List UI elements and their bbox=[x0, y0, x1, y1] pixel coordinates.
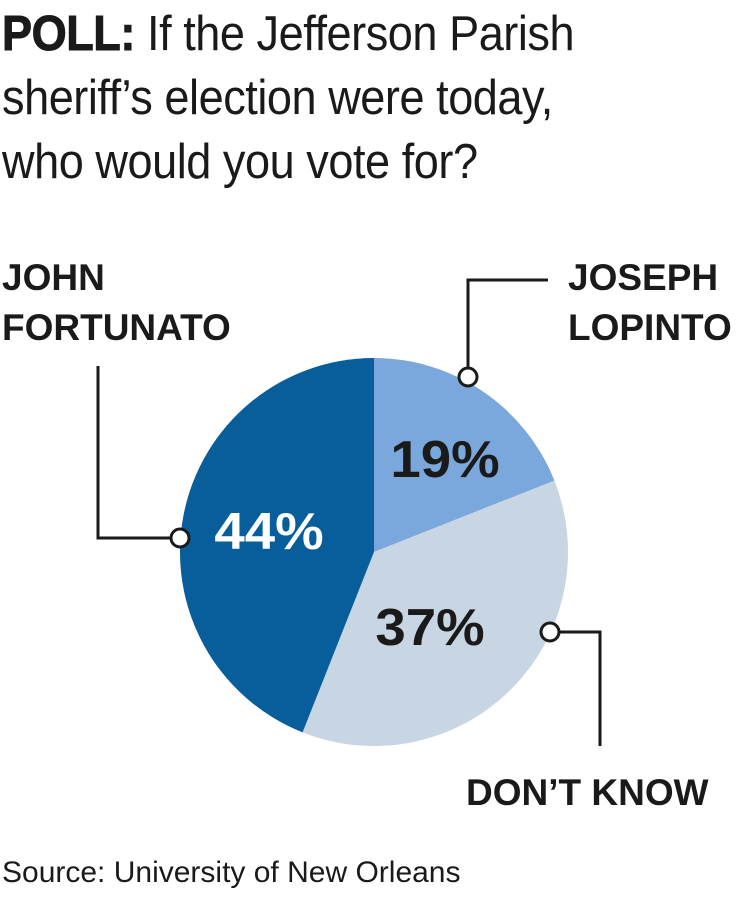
data-label-dontknow: 37% bbox=[375, 599, 485, 657]
slice-lopinto bbox=[374, 358, 555, 552]
title-line-1: POLL: If the Jefferson Parish bbox=[2, 2, 687, 66]
leader-dots bbox=[169, 366, 561, 643]
label-fortunato-line2: FORTUNATO bbox=[2, 307, 231, 348]
label-fortunato-line1: JOHN bbox=[2, 257, 105, 298]
leader-line-lopinto bbox=[466, 278, 548, 377]
pie-slices bbox=[179, 357, 568, 747]
title-line-2: sheriff’s election were today, bbox=[2, 71, 553, 125]
leader-line-fortunato bbox=[96, 366, 180, 540]
data-label-fortunato: 44% bbox=[214, 503, 324, 561]
data-label-lopinto: 19% bbox=[390, 431, 500, 489]
label-lopinto-line1: JOSEPH bbox=[568, 257, 719, 298]
leader-lines bbox=[96, 278, 602, 746]
slice-fortunato bbox=[179, 357, 374, 733]
label-lopinto: JOSEPH LOPINTO bbox=[568, 253, 732, 353]
title-prefix: POLL: bbox=[2, 7, 136, 62]
leader-line-dontknow bbox=[550, 630, 602, 746]
source-note: Source: University of New Orleans bbox=[2, 856, 461, 889]
label-lopinto-line2: LOPINTO bbox=[568, 307, 732, 348]
leader-dot-lopinto bbox=[457, 366, 479, 388]
chart-title: POLL: If the Jefferson Parish sheriff’s … bbox=[2, 2, 687, 194]
label-fortunato: JOHN FORTUNATO bbox=[2, 253, 231, 353]
slice-dontknow bbox=[302, 480, 568, 747]
title-text-1: If the Jefferson Parish bbox=[147, 7, 575, 61]
leader-dot-dontknow bbox=[539, 621, 561, 643]
label-dontknow: DON’T KNOW bbox=[466, 772, 709, 813]
title-line-3: who would you vote for? bbox=[2, 135, 478, 189]
leader-dot-fortunato bbox=[169, 527, 191, 549]
